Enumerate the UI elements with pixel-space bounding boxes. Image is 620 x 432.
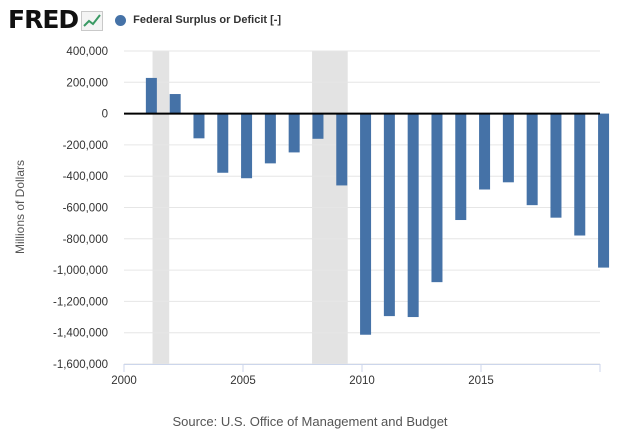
x-tick-label: 2015 bbox=[468, 375, 494, 387]
bar[interactable] bbox=[336, 113, 348, 186]
bar[interactable] bbox=[574, 113, 586, 236]
bar[interactable] bbox=[407, 113, 419, 318]
bar[interactable] bbox=[431, 113, 443, 283]
bar[interactable] bbox=[145, 77, 157, 114]
x-tick-label: 2005 bbox=[230, 375, 256, 387]
y-tick-label: -800,000 bbox=[63, 234, 108, 246]
bar[interactable] bbox=[312, 113, 324, 139]
fred-logo[interactable]: FRED bbox=[8, 5, 79, 34]
y-tick-label: -1,200,000 bbox=[53, 296, 108, 308]
bar[interactable] bbox=[264, 113, 276, 164]
bar[interactable] bbox=[383, 113, 395, 317]
bar[interactable] bbox=[526, 113, 538, 206]
bar[interactable] bbox=[455, 113, 467, 221]
bar[interactable] bbox=[241, 113, 253, 179]
bar-series bbox=[145, 77, 610, 335]
y-tick-label: -1,400,000 bbox=[53, 328, 108, 340]
bar[interactable] bbox=[502, 113, 514, 183]
y-tick-label: -1,600,000 bbox=[53, 359, 108, 371]
bar[interactable] bbox=[217, 113, 229, 173]
legend-label: Federal Surplus or Deficit [-] bbox=[133, 14, 282, 26]
y-tick-label: -600,000 bbox=[63, 203, 108, 215]
legend-marker bbox=[115, 14, 127, 26]
y-tick-label: 0 bbox=[102, 109, 108, 121]
bar[interactable] bbox=[360, 113, 372, 335]
x-tick-label: 2010 bbox=[349, 375, 375, 387]
bar-chart: 400,000 200,000 0 -200,000 -400,000 -600,000 -… bbox=[13, 46, 610, 387]
y-tick-label: -1,000,000 bbox=[53, 265, 108, 277]
chart-header: FRED Federal Surplus or Deficit [-] bbox=[8, 6, 281, 34]
bar[interactable] bbox=[598, 113, 610, 268]
y-tick-label: 400,000 bbox=[66, 46, 108, 58]
y-tick-label: 200,000 bbox=[66, 77, 108, 89]
bar[interactable] bbox=[193, 113, 205, 139]
bar[interactable] bbox=[550, 113, 562, 218]
source-note: Source: U.S. Office of Management and Bu… bbox=[172, 414, 448, 429]
legend[interactable]: Federal Surplus or Deficit [-] bbox=[115, 14, 281, 26]
y-tick-label: -200,000 bbox=[63, 140, 108, 152]
line-chart-icon bbox=[81, 11, 104, 31]
y-tick-label: -400,000 bbox=[63, 171, 108, 183]
y-axis-title: Millions of Dollars bbox=[13, 160, 27, 254]
bar[interactable] bbox=[169, 94, 181, 114]
axes: 400,000 200,000 0 -200,000 -400,000 -600,000 -… bbox=[53, 46, 601, 387]
bar[interactable] bbox=[479, 113, 491, 190]
x-tick-label: 2000 bbox=[111, 375, 137, 387]
bar[interactable] bbox=[288, 113, 300, 153]
